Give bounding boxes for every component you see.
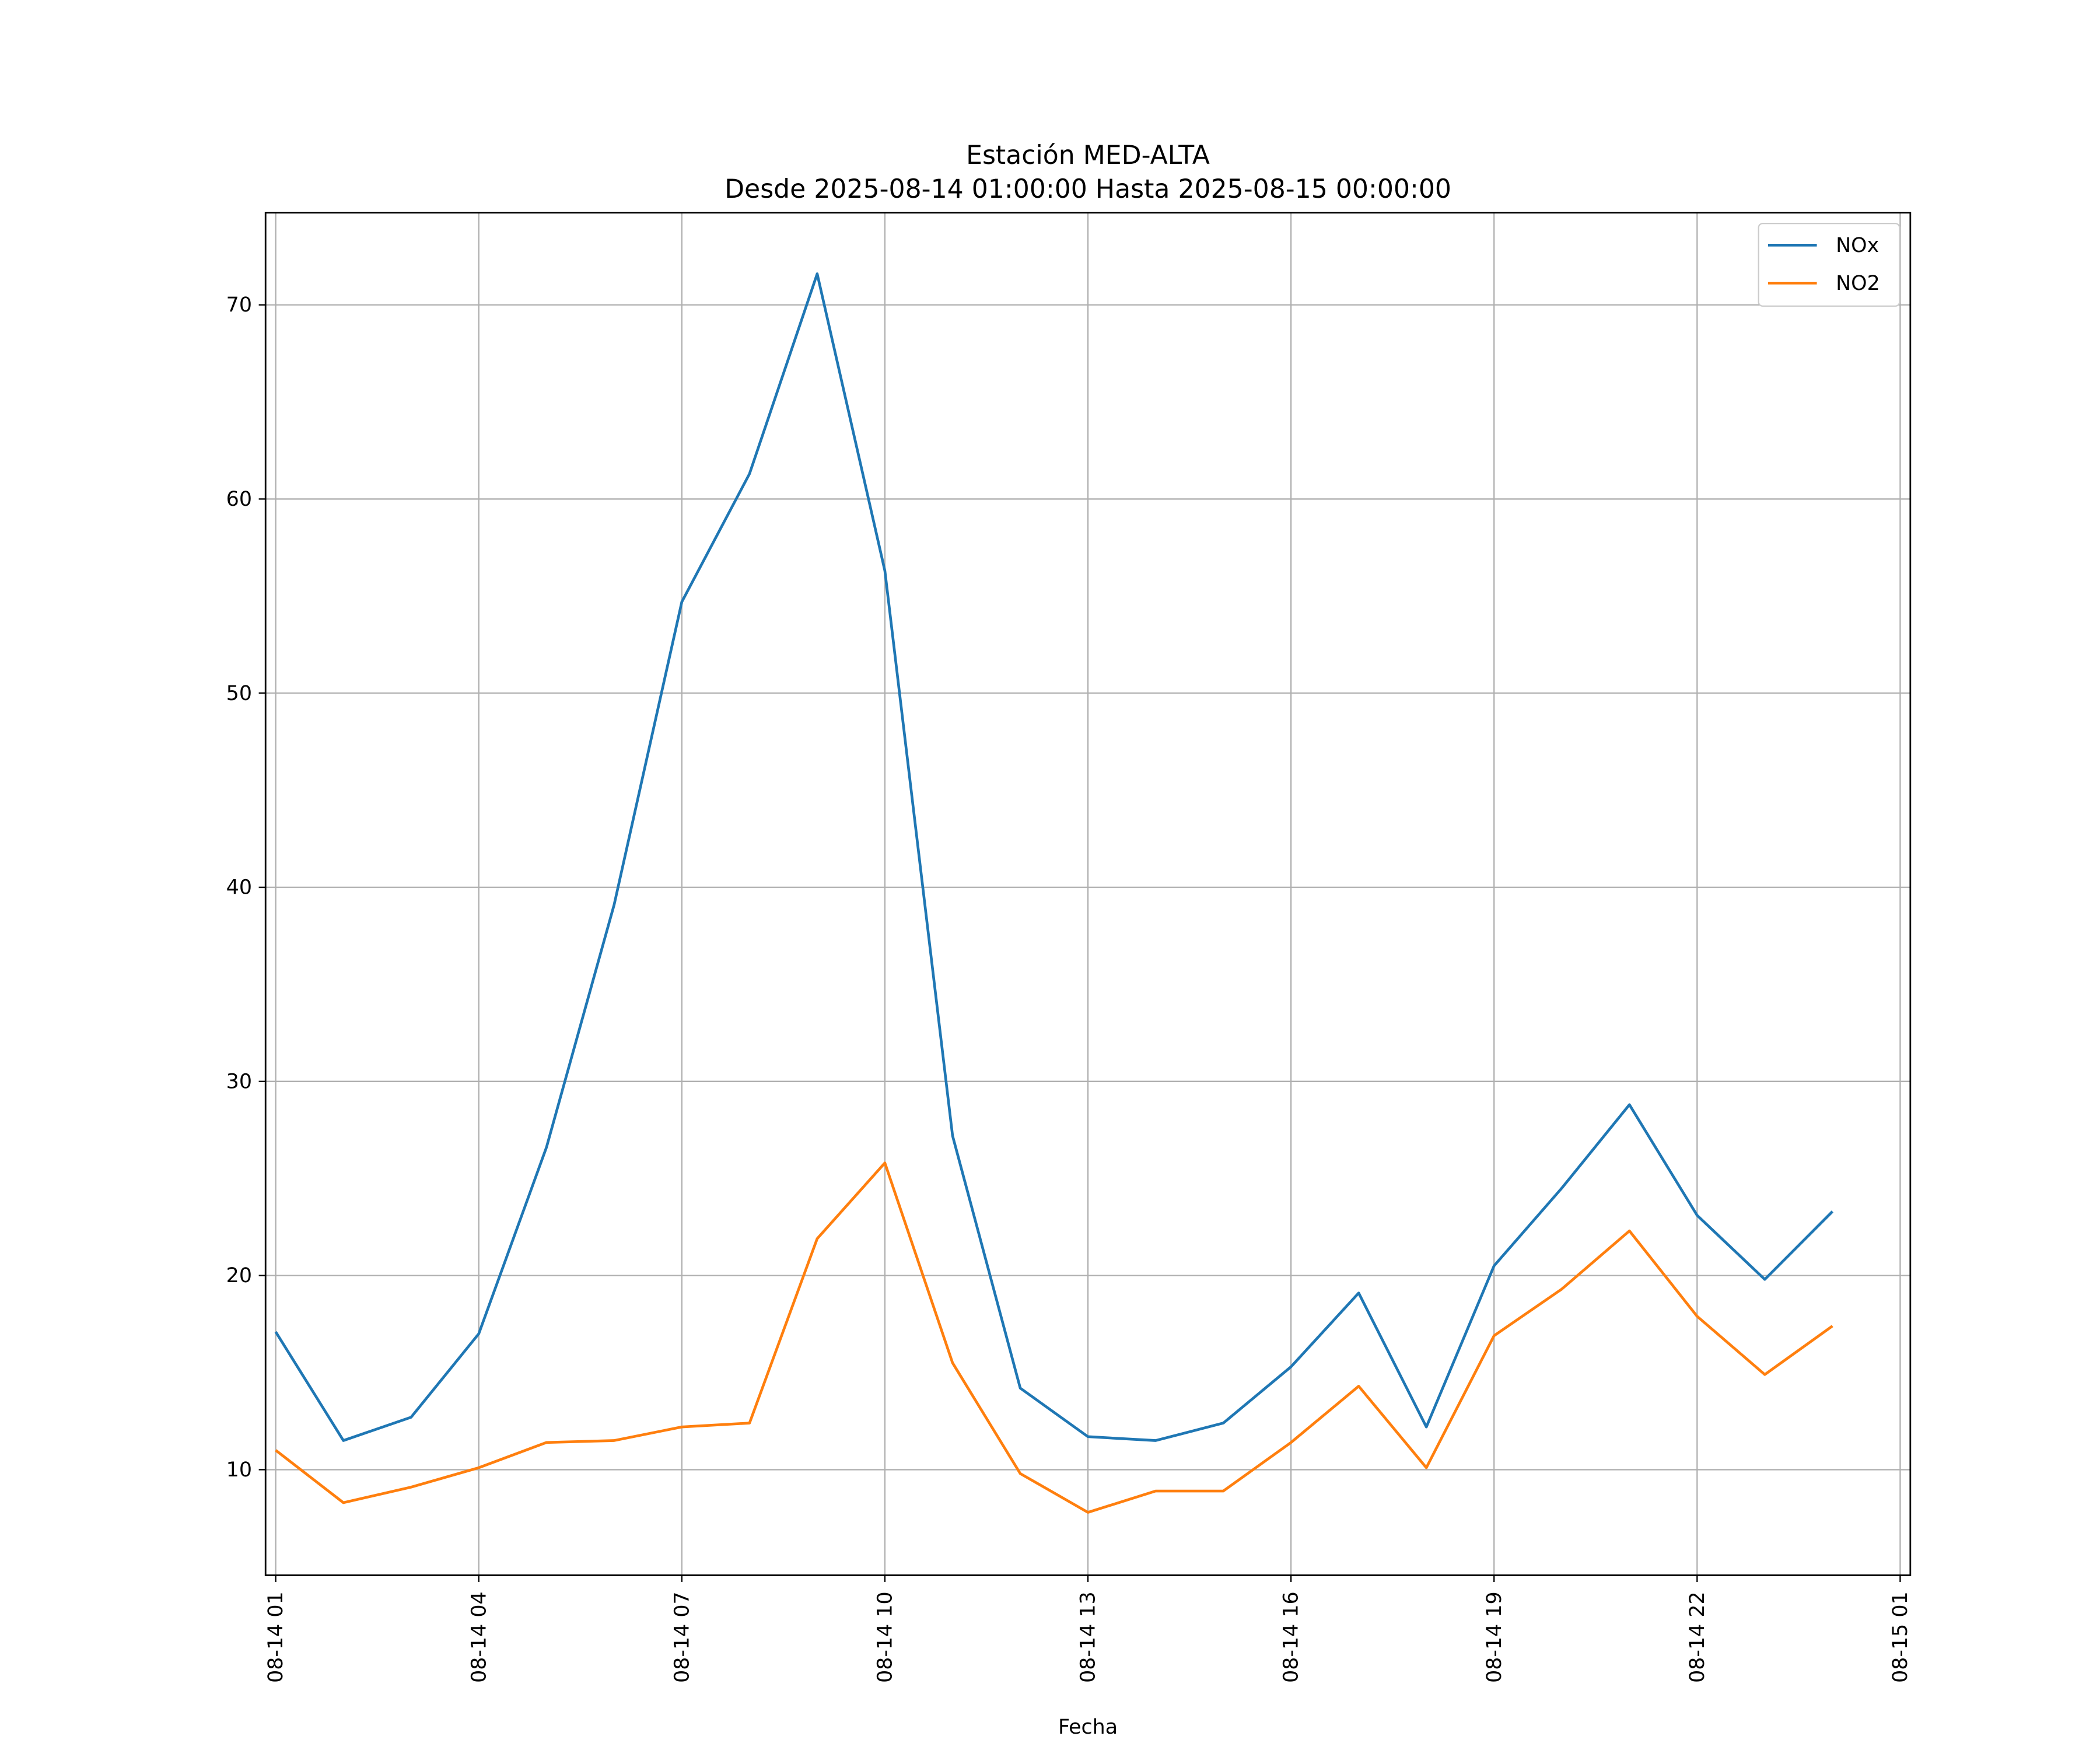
legend-label-nox: NOx xyxy=(1836,234,1879,257)
y-tick-label: 70 xyxy=(226,293,252,317)
x-tick-label: 08-14 07 xyxy=(670,1591,694,1683)
chart-title: Estación MED-ALTA xyxy=(966,141,1210,170)
x-tick-label: 08-14 04 xyxy=(467,1591,491,1683)
series-line-nox xyxy=(274,272,1834,1442)
legend-label-no2: NO2 xyxy=(1836,272,1880,295)
legend: NOx NO2 xyxy=(1758,222,1901,307)
y-tick-label: 40 xyxy=(226,876,252,900)
y-tick-label: 60 xyxy=(226,488,252,511)
y-tick-label: 10 xyxy=(226,1458,252,1482)
axis-ticks: 08-14 01 08-14 04 08-14 07 08-14 10 08-14 13… xyxy=(226,293,1912,1683)
x-tick-label: 08-14 19 xyxy=(1483,1591,1506,1683)
x-tick-label: 08-14 16 xyxy=(1280,1591,1303,1683)
grid xyxy=(265,212,1910,1576)
series-lines xyxy=(274,272,1834,1514)
series-line-no2 xyxy=(275,1161,1833,1514)
x-axis-label: Fecha xyxy=(1058,1716,1118,1739)
x-tick-label: 08-14 10 xyxy=(874,1591,897,1683)
x-tick-label: 08-14 13 xyxy=(1077,1591,1100,1683)
chart-subtitle: Desde 2025-08-14 01:00:00 Hasta 2025-08-… xyxy=(724,174,1451,204)
y-tick-label: 20 xyxy=(226,1264,252,1287)
y-tick-label: 50 xyxy=(226,682,252,705)
x-tick-label: 08-14 22 xyxy=(1686,1591,1709,1683)
x-tick-label: 08-15 01 xyxy=(1889,1591,1912,1683)
x-tick-label: 08-14 01 xyxy=(264,1591,288,1683)
y-tick-label: 30 xyxy=(226,1070,252,1093)
